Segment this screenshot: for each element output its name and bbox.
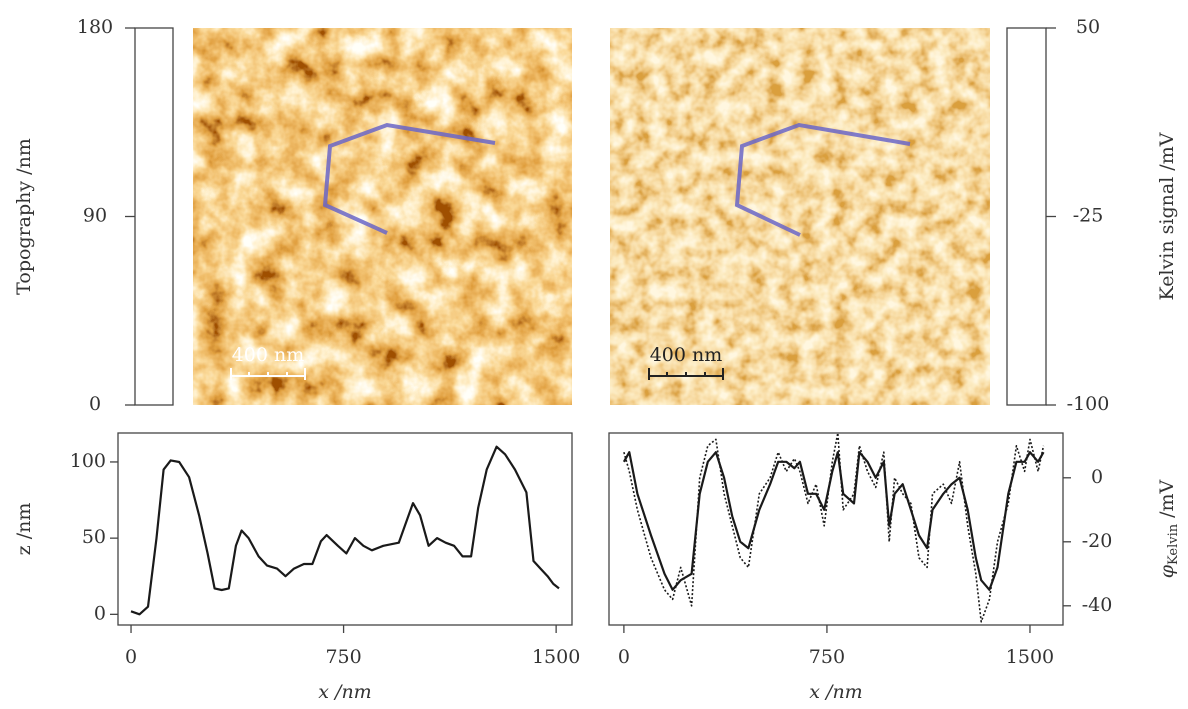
y-axis-label-unit: /mV <box>1156 479 1178 517</box>
scale-bar-label: 400 nm <box>232 344 305 366</box>
colorbar-label: Topography /nm <box>13 138 35 295</box>
colorbar-tick-label: 180 <box>77 16 113 38</box>
colorbar-tick-label: 50 <box>1076 16 1100 38</box>
y-tick-label: -20 <box>1082 530 1113 552</box>
y-tick-label: 100 <box>70 450 106 472</box>
scale-bar: 400 nm <box>648 344 724 380</box>
y-axis-label-symbol: φ <box>1156 564 1178 578</box>
colorbar-tick-label: 90 <box>83 205 107 227</box>
colorbar-label: Kelvin signal /mV <box>1156 132 1178 300</box>
x-tick-label: 0 <box>618 646 630 668</box>
x-tick-label: 0 <box>125 646 137 668</box>
colorbar <box>134 27 174 406</box>
profile-path <box>734 122 911 237</box>
kelvin-image <box>610 28 990 405</box>
colorbar-tick-label: -25 <box>1073 205 1104 227</box>
plot-frame <box>608 432 1064 626</box>
y-axis-label: z /nm <box>13 503 35 556</box>
colorbar <box>1006 27 1047 406</box>
x-tick-label: 750 <box>325 646 361 668</box>
colorbar-tick-label: -100 <box>1067 393 1110 415</box>
x-tick-label: 1500 <box>532 646 580 668</box>
y-tick-label: 0 <box>1091 466 1103 488</box>
y-tick-label: 50 <box>82 526 106 548</box>
x-axis-label: x /nm <box>318 681 371 703</box>
colorbar-tick-label: 0 <box>89 393 101 415</box>
y-tick-label: -40 <box>1082 594 1113 616</box>
line-series <box>623 432 1045 623</box>
plot-frame <box>117 432 573 626</box>
scale-bar-label: 400 nm <box>650 344 723 366</box>
profile-path <box>322 122 496 235</box>
y-axis-label: φKelvin/mV <box>1156 479 1181 578</box>
x-tick-label: 1500 <box>1006 646 1054 668</box>
line-series <box>130 445 560 616</box>
y-tick-label: 0 <box>94 602 106 624</box>
line-series <box>622 451 1045 591</box>
x-axis-label: x /nm <box>809 681 862 703</box>
scale-bar: 400 nm <box>230 344 306 380</box>
topography-image <box>193 28 572 405</box>
x-tick-label: 750 <box>809 646 845 668</box>
y-axis-label-subscript: Kelvin <box>1166 523 1181 565</box>
